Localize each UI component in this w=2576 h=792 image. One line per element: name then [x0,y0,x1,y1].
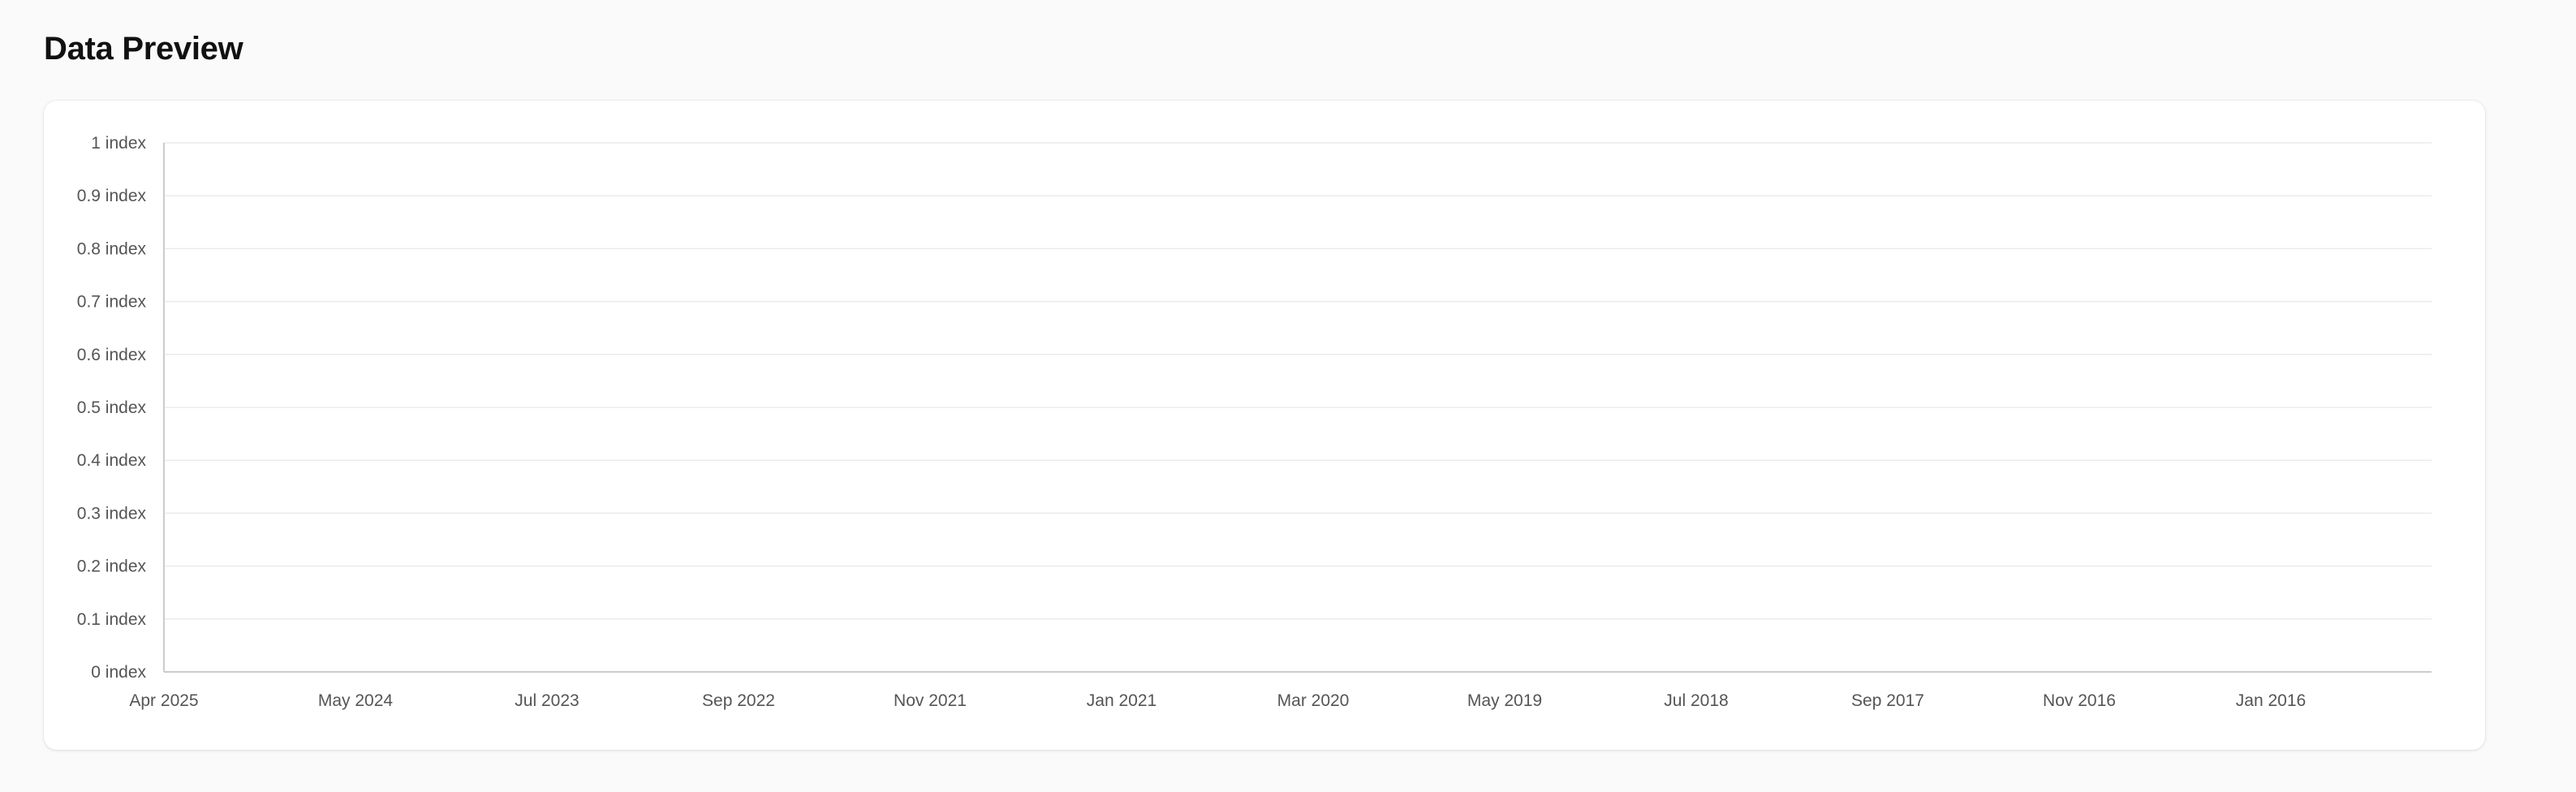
y-tick-label: 0.3 index [77,504,147,523]
y-tick-label: 0.4 index [77,451,147,470]
x-tick-label: Jul 2023 [515,691,579,710]
y-tick-label: 0 index [91,663,146,682]
grid-lines [164,142,2432,620]
x-tick-label: May 2019 [1467,691,1542,710]
chart-card: 0 index 0.1 index 0.2 index 0.3 index 0.4 in… [44,101,2485,750]
x-tick-label: May 2024 [318,691,394,710]
x-tick-label: Jan 2021 [1087,691,1157,710]
y-tick-label: 0.1 index [77,610,147,629]
x-tick-label: Sep 2022 [702,691,775,710]
x-tick-label: Mar 2020 [1277,691,1350,710]
x-axis-ticks: Apr 2025 May 2024 Jul 2023 Sep 2022 Nov 2021… [129,691,2306,710]
y-tick-label: 0.5 index [77,398,147,417]
y-tick-label: 0.8 index [77,239,147,258]
x-tick-label: Nov 2021 [894,691,967,710]
x-tick-label: Apr 2025 [129,691,198,710]
x-tick-label: Jan 2016 [2236,691,2306,710]
x-tick-label: Sep 2017 [1851,691,1924,710]
y-tick-label: 0.6 index [77,346,147,364]
y-tick-label: 0.9 index [77,187,147,205]
x-tick-label: Jul 2018 [1664,691,1728,710]
y-tick-label: 0.2 index [77,557,147,576]
axes [163,143,2432,673]
page-title: Data Preview [44,31,243,67]
y-tick-label: 0.7 index [77,293,147,312]
y-tick-label: 1 index [91,134,146,153]
y-axis-ticks: 0 index 0.1 index 0.2 index 0.3 index 0.4 in… [77,134,147,682]
x-tick-label: Nov 2016 [2043,691,2116,710]
line-chart: 0 index 0.1 index 0.2 index 0.3 index 0.4 in… [77,134,2432,710]
